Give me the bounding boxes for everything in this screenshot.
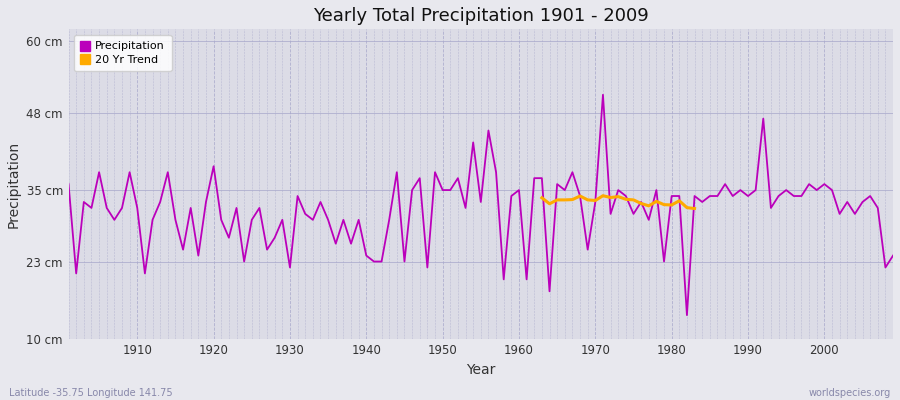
Legend: Precipitation, 20 Yr Trend: Precipitation, 20 Yr Trend bbox=[74, 35, 172, 72]
X-axis label: Year: Year bbox=[466, 363, 496, 377]
Title: Yearly Total Precipitation 1901 - 2009: Yearly Total Precipitation 1901 - 2009 bbox=[313, 7, 649, 25]
Y-axis label: Precipitation: Precipitation bbox=[7, 140, 21, 228]
Text: Latitude -35.75 Longitude 141.75: Latitude -35.75 Longitude 141.75 bbox=[9, 388, 173, 398]
Text: worldspecies.org: worldspecies.org bbox=[809, 388, 891, 398]
